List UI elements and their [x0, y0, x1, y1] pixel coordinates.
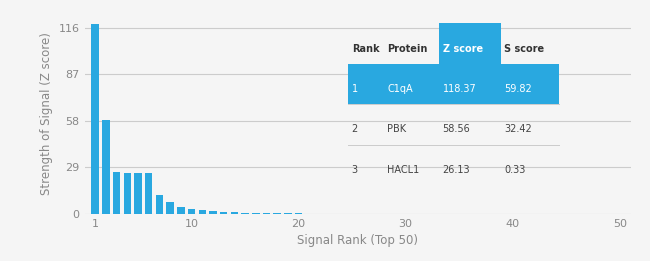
- Text: 59.82: 59.82: [504, 84, 532, 94]
- Bar: [220, 212, 228, 214]
- Text: 0.33: 0.33: [504, 165, 526, 175]
- Bar: [166, 202, 174, 214]
- Bar: [241, 212, 249, 214]
- Text: Z score: Z score: [443, 44, 483, 54]
- Bar: [177, 207, 185, 214]
- Text: S score: S score: [504, 44, 545, 54]
- X-axis label: Signal Rank (Top 50): Signal Rank (Top 50): [297, 234, 418, 247]
- Bar: [274, 213, 281, 214]
- Bar: [135, 173, 142, 214]
- Y-axis label: Strength of Signal (Z score): Strength of Signal (Z score): [40, 32, 53, 195]
- Bar: [145, 173, 153, 214]
- Bar: [124, 173, 131, 214]
- Text: Rank: Rank: [352, 44, 380, 54]
- Text: HACL1: HACL1: [387, 165, 420, 175]
- Text: 2: 2: [352, 124, 358, 134]
- Bar: [252, 213, 259, 214]
- Bar: [231, 212, 238, 214]
- Text: Protein: Protein: [387, 44, 428, 54]
- Text: 118.37: 118.37: [443, 84, 476, 94]
- Bar: [263, 213, 270, 214]
- Bar: [317, 213, 324, 214]
- Text: 32.42: 32.42: [504, 124, 532, 134]
- Bar: [102, 120, 110, 214]
- Text: PBK: PBK: [387, 124, 406, 134]
- Text: 3: 3: [352, 165, 358, 175]
- Bar: [198, 210, 206, 214]
- Bar: [284, 213, 292, 214]
- Text: 1: 1: [352, 84, 358, 94]
- Bar: [306, 213, 313, 214]
- Bar: [295, 213, 302, 214]
- Bar: [209, 211, 216, 214]
- Bar: [92, 24, 99, 214]
- Bar: [156, 195, 163, 214]
- Text: C1qA: C1qA: [387, 84, 413, 94]
- Text: 58.56: 58.56: [443, 124, 471, 134]
- Text: 26.13: 26.13: [443, 165, 471, 175]
- Bar: [113, 172, 120, 214]
- Bar: [188, 209, 195, 214]
